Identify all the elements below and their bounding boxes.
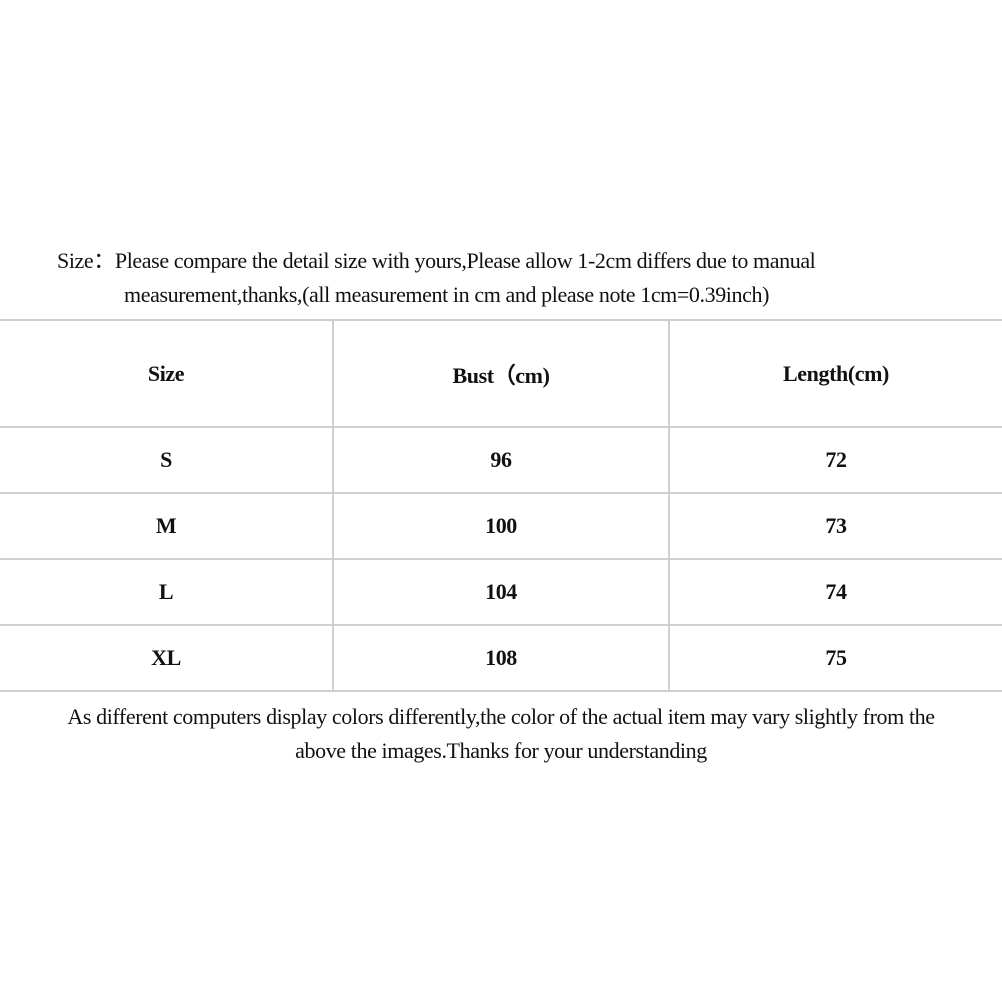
cell-bust: 100 [332,492,670,560]
table-row: S 96 72 [0,426,1002,494]
color-disclaimer: As different computers display colors di… [0,700,1002,768]
cell-bust: 96 [332,426,670,494]
header-bust: Bust（cm) [332,319,670,428]
cell-bust: 108 [332,624,670,692]
cell-size: L [0,558,334,626]
cell-length: 74 [668,558,1002,626]
note-line-2: above the images.Thanks for your underst… [295,738,707,763]
header-size: Size [0,319,334,428]
note-line-1: As different computers display colors di… [67,704,935,729]
cell-length: 73 [668,492,1002,560]
cell-size: XL [0,624,334,692]
table-row: XL 108 75 [0,624,1002,692]
table-row: M 100 73 [0,492,1002,560]
intro-line-2: measurement,thanks,(all measurement in c… [124,282,770,307]
cell-size: S [0,426,334,494]
table-header-row: Size Bust（cm) Length(cm) [0,319,1002,428]
size-chart-table: Size Bust（cm) Length(cm) S 96 72 M 100 7… [0,319,1002,692]
header-length: Length(cm) [668,319,1002,428]
cell-bust: 104 [332,558,670,626]
table-row: L 104 74 [0,558,1002,626]
intro-line-1: Size：Please compare the detail size with… [57,248,816,273]
cell-size: M [0,492,334,560]
cell-length: 75 [668,624,1002,692]
cell-length: 72 [668,426,1002,494]
